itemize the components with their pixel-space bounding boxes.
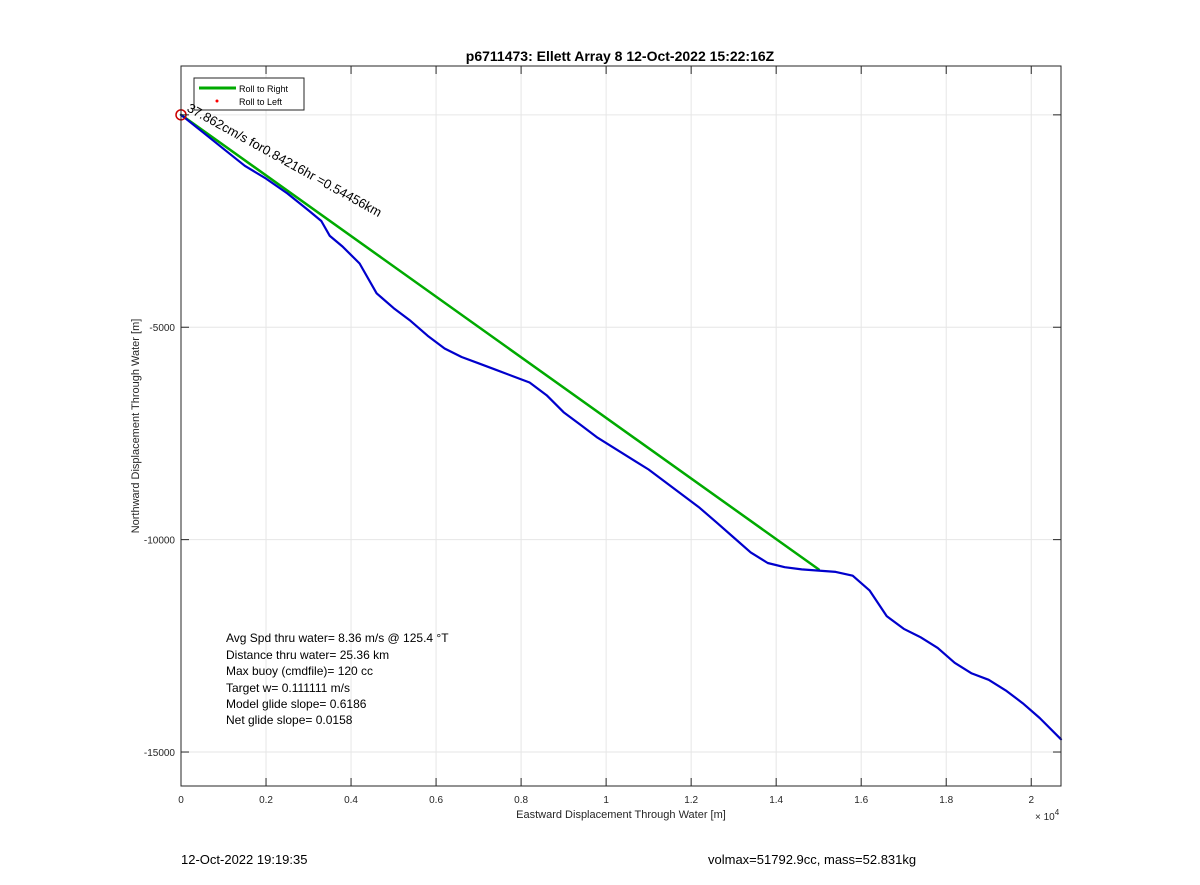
stat-max-buoy: Max buoy (cmdfile)= 120 cc bbox=[226, 664, 373, 678]
legend-roll-left-swatch bbox=[215, 99, 219, 103]
legend: Roll to Right Roll to Left bbox=[193, 77, 305, 111]
x-exponent-label: × 104 bbox=[1035, 808, 1060, 823]
stat-avg-speed: Avg Spd thru water= 8.36 m/s @ 125.4 °T bbox=[226, 631, 449, 645]
roll-to-right-line bbox=[179, 113, 820, 571]
footer-timestamp: 12-Oct-2022 19:19:35 bbox=[181, 852, 308, 867]
x-tick-label: 0.6 bbox=[429, 795, 443, 806]
x-axis-label: Eastward Displacement Through Water [m] bbox=[516, 809, 726, 821]
axis-ticks: 0 0.2 0.4 0.6 0.8 1 1.2 1.4 1.6 1.8 2 -5000 -10000 -1… bbox=[144, 66, 1061, 806]
stats-block: Avg Spd thru water= 8.36 m/s @ 125.4 °T … bbox=[226, 631, 449, 727]
legend-roll-right-label: Roll to Right bbox=[239, 84, 289, 94]
stat-distance: Distance thru water= 25.36 km bbox=[226, 648, 389, 662]
x-tick-label: 1.4 bbox=[769, 795, 783, 806]
x-exponent-power: 4 bbox=[1055, 808, 1060, 817]
x-exponent-base: × 10 bbox=[1035, 812, 1055, 823]
y-tick-label: -10000 bbox=[144, 536, 176, 547]
x-tick-label: 0 bbox=[178, 795, 184, 806]
x-tick-label: 0.2 bbox=[259, 795, 273, 806]
y-tick-label: -5000 bbox=[149, 323, 175, 334]
stat-target-w: Target w= 0.111111 m/s bbox=[226, 681, 350, 695]
grid-lines bbox=[180, 66, 1061, 786]
chart-title: p6711473: Ellett Array 8 12-Oct-2022 15:… bbox=[466, 48, 775, 64]
legend-box bbox=[193, 77, 305, 111]
x-tick-label: 1.2 bbox=[684, 795, 698, 806]
x-tick-label: 2 bbox=[1028, 795, 1034, 806]
x-tick-label: 0.4 bbox=[344, 795, 358, 806]
axes-box bbox=[180, 65, 1062, 787]
stat-model-glide-slope: Model glide slope= 0.6186 bbox=[226, 697, 367, 711]
legend-roll-left-label: Roll to Left bbox=[239, 97, 283, 107]
x-tick-label: 1 bbox=[603, 795, 609, 806]
stat-net-glide-slope: Net glide slope= 0.0158 bbox=[226, 713, 353, 727]
y-axis-label: Northward Displacement Through Water [m] bbox=[130, 319, 142, 534]
x-tick-label: 1.8 bbox=[939, 795, 953, 806]
x-tick-label: 1.6 bbox=[854, 795, 868, 806]
glider-track-line bbox=[179, 113, 1063, 741]
y-tick-label: -15000 bbox=[144, 748, 176, 759]
footer-mass-info: volmax=51792.9cc, mass=52.831kg bbox=[708, 852, 917, 867]
x-tick-label: 0.8 bbox=[514, 795, 528, 806]
